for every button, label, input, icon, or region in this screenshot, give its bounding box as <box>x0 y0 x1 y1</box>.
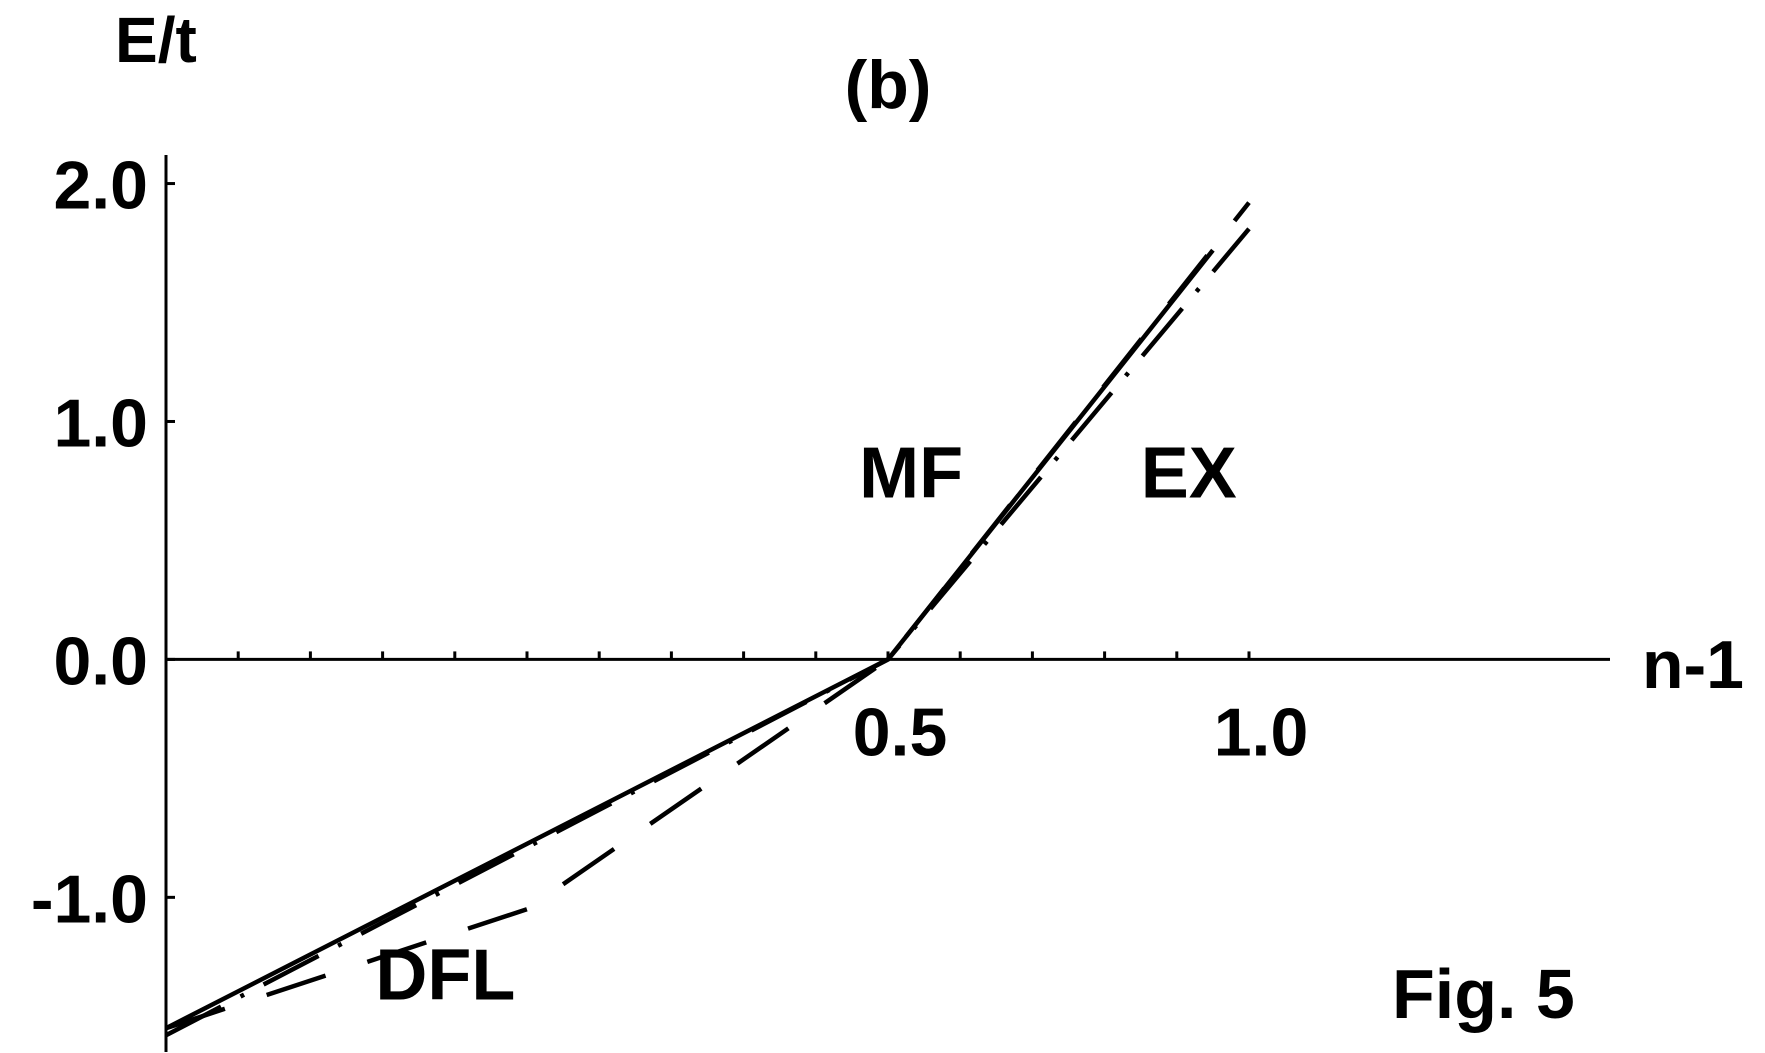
y-tick-label: 2.0 <box>53 148 148 224</box>
series-label-dfl: DFL <box>375 936 515 1016</box>
y-tick-label: -1.0 <box>31 861 148 937</box>
y-tick-label: 1.0 <box>53 385 148 461</box>
x-tick-label: 1.0 <box>1214 694 1309 770</box>
series-line-ex <box>164 248 1215 1031</box>
series-line-mf <box>165 201 1251 1031</box>
labels: E/t (b) n-1 Fig. 5 2.0 1.0 0.0 -1.0 0.5 1.0 EX… <box>31 4 1744 1033</box>
x-tick-label: 0.5 <box>853 694 948 770</box>
series-line-dfl <box>164 227 1251 1038</box>
y-tick-label: 0.0 <box>53 623 148 699</box>
panel-label: (b) <box>845 47 932 123</box>
series-label-ex: EX <box>1141 434 1237 514</box>
figure-label: Fig. 5 <box>1392 955 1575 1033</box>
curves <box>164 201 1251 1038</box>
series-label-mf: MF <box>859 434 963 514</box>
x-axis-label: n-1 <box>1642 627 1744 703</box>
y-axis-label: E/t <box>115 4 197 76</box>
